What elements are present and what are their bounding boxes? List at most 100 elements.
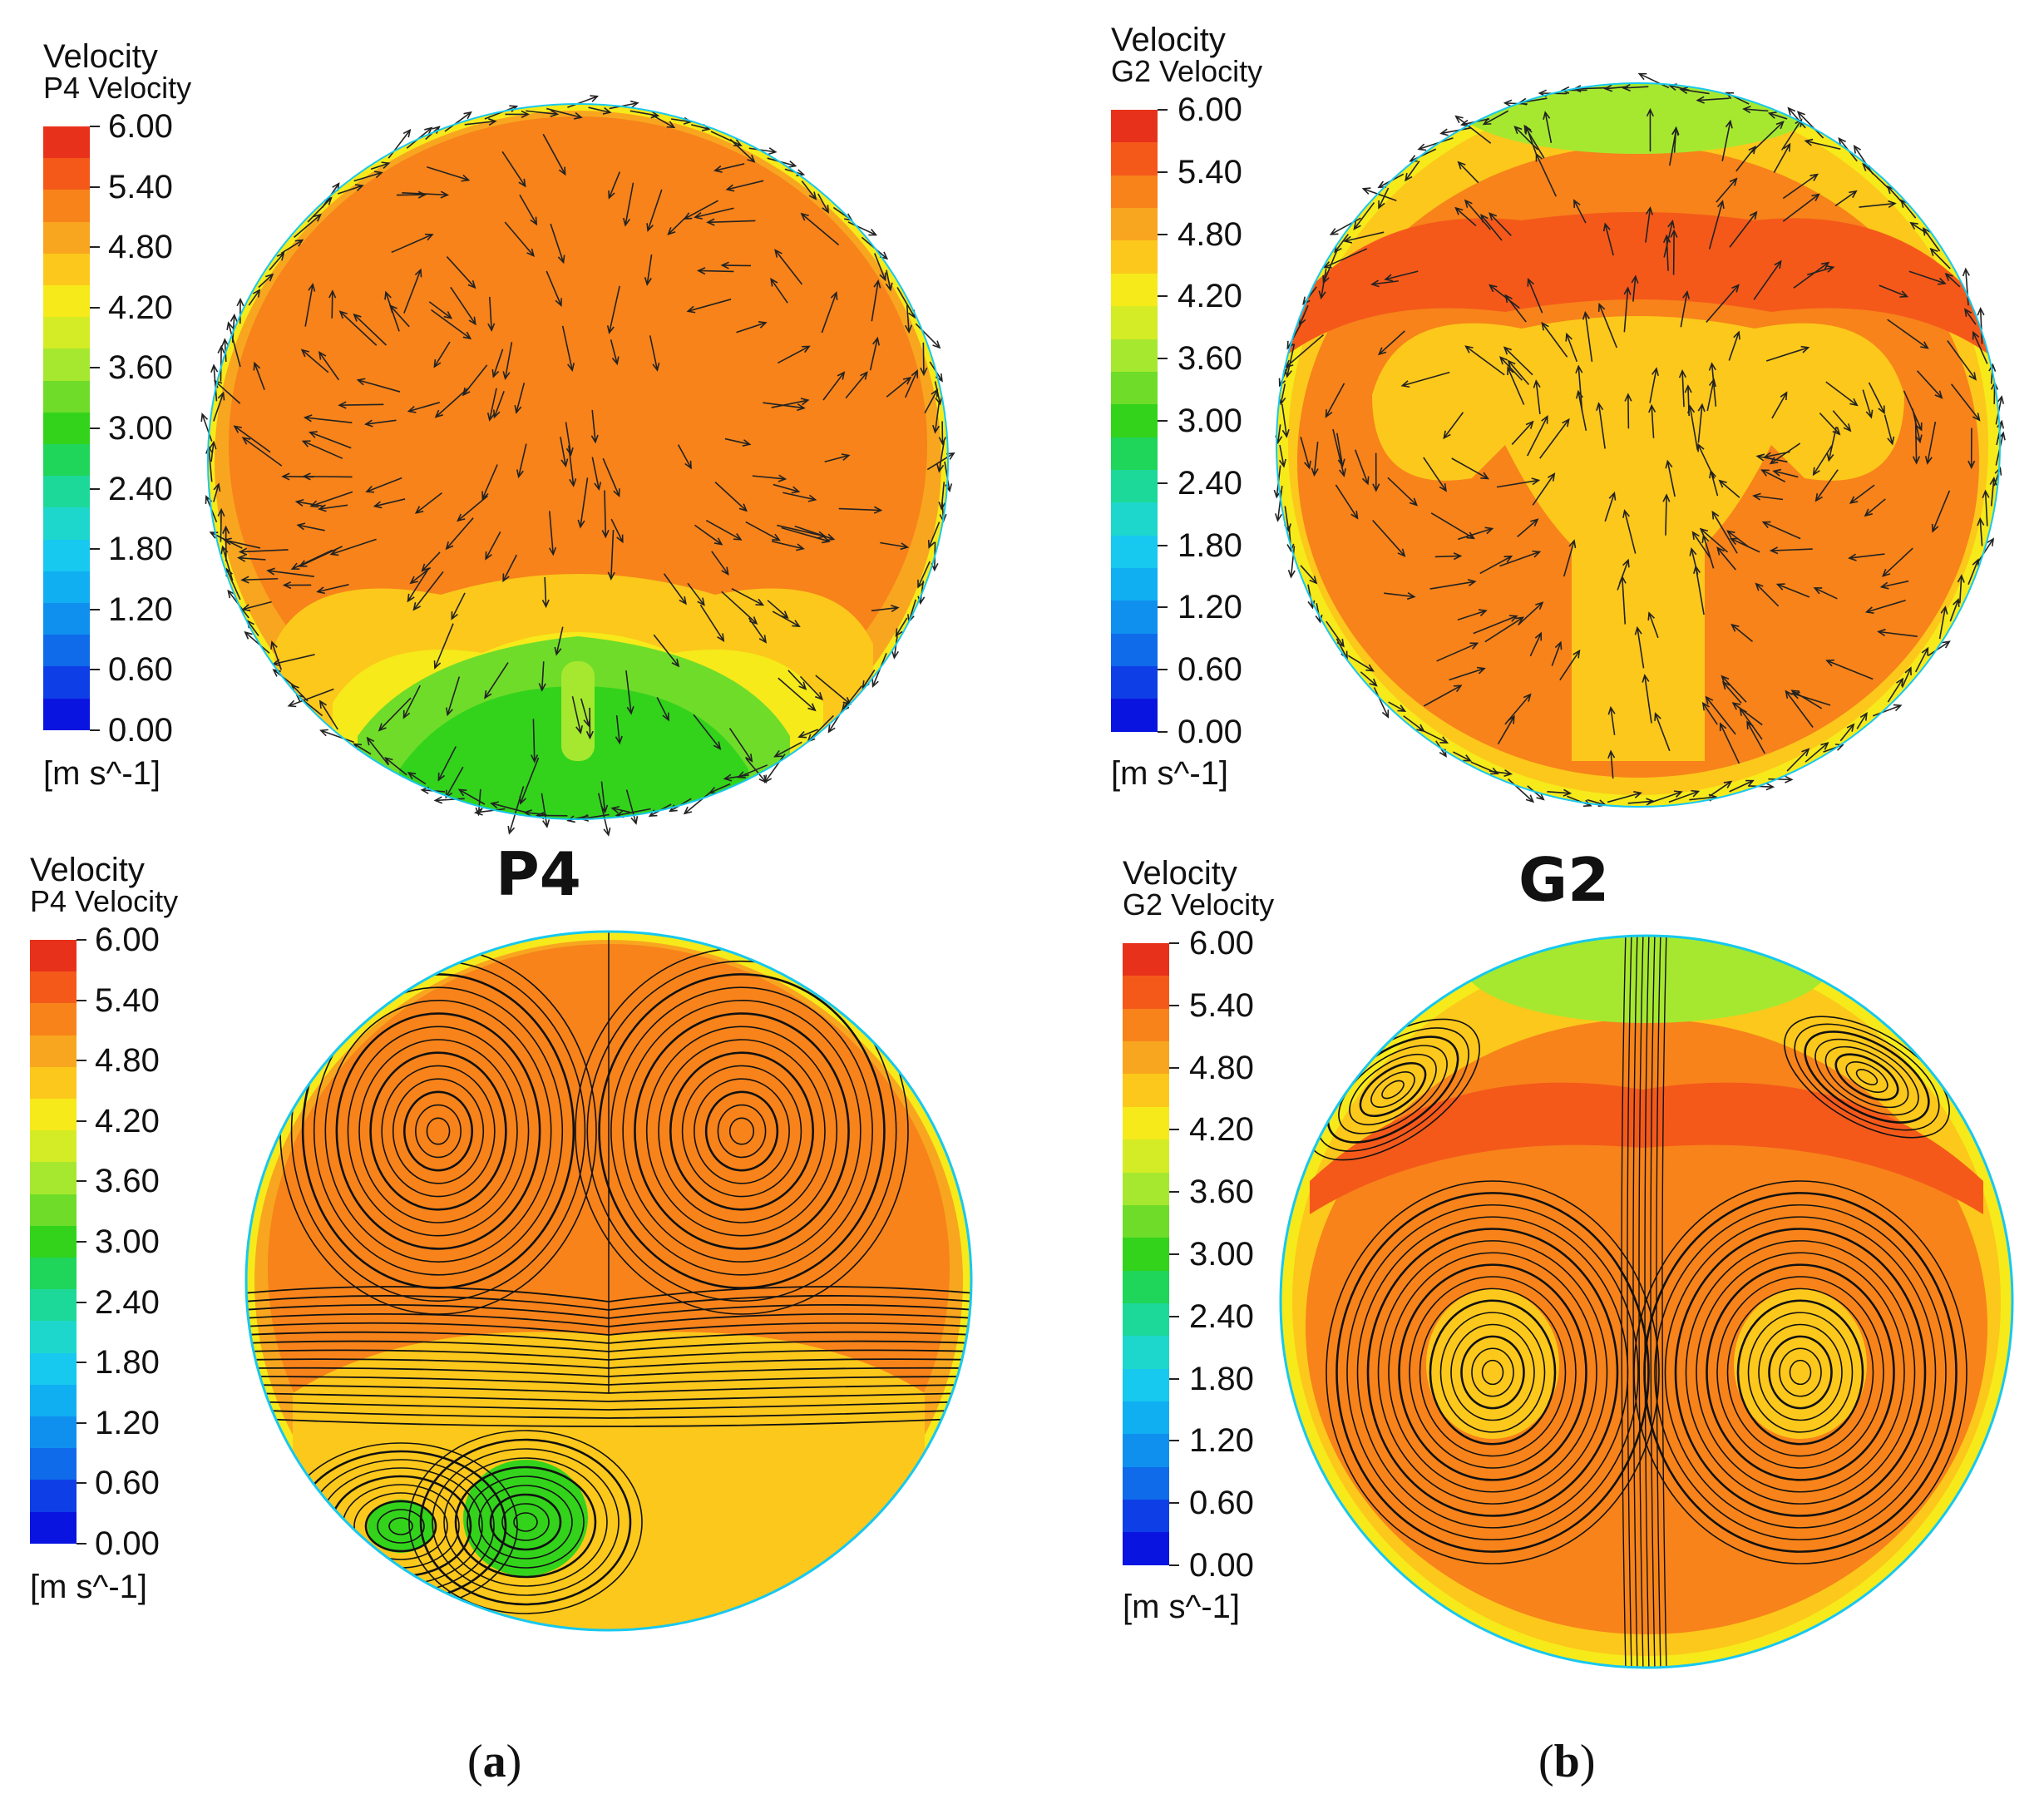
streamline (381, 1065, 496, 1198)
arrow-head (1284, 368, 1292, 378)
arrow-head (1648, 403, 1656, 413)
arrow-head (1849, 190, 1858, 199)
velocity-arrow (1627, 800, 1654, 804)
streamline (1656, 936, 1661, 1668)
streamline (1643, 1192, 1958, 1553)
arrow-head (1409, 155, 1418, 162)
arrow-head (1783, 142, 1791, 152)
arrow-head (1809, 173, 1819, 181)
arrow-head (1689, 546, 1697, 556)
arrow-head (236, 297, 244, 307)
color-bar-segment (1111, 601, 1158, 634)
arrow-head (1274, 513, 1283, 522)
arrow-head (733, 533, 743, 541)
legend-unit: [m s^-1] (30, 1569, 147, 1605)
velocity-arrow (728, 728, 753, 762)
arrow-head (873, 279, 881, 289)
legend-tick-mark (1169, 1315, 1179, 1317)
streamline (1644, 936, 1650, 1668)
velocity-arrow (778, 345, 810, 364)
arrow-head (817, 531, 827, 539)
streamline (1346, 1204, 1639, 1541)
velocity-arrow (1654, 713, 1671, 752)
streamline (1359, 1061, 1427, 1118)
velocity-arrow (1697, 404, 1703, 443)
velocity-arrow (238, 556, 266, 561)
legend-tick-label: 3.60 (108, 349, 173, 387)
velocity-arrow (842, 685, 863, 711)
velocity-arrow (1958, 576, 1963, 604)
arrow-head (662, 712, 669, 722)
arrow-head (1755, 582, 1764, 591)
arrow-head (1671, 126, 1680, 136)
velocity-arrow (303, 440, 343, 459)
arrow-head (1701, 701, 1711, 711)
velocity-arrow (787, 670, 807, 690)
velocity-arrow (307, 197, 332, 223)
streamline (324, 1000, 552, 1263)
streamline (489, 1493, 562, 1551)
velocity-arrow (1916, 370, 1943, 398)
panel-label-a: (a) (467, 1738, 521, 1785)
legend-tick-label: 5.40 (1178, 153, 1242, 190)
arrow-head (402, 128, 412, 138)
velocity-arrow (1353, 202, 1375, 230)
color-bar-segment (43, 158, 90, 190)
arrow-head (1774, 259, 1782, 269)
velocity-arrow (571, 696, 582, 734)
velocity-arrow (318, 504, 348, 510)
arrow-head (1535, 601, 1544, 610)
arrow-head (222, 525, 230, 534)
arrow-head (1530, 518, 1539, 527)
velocity-arrow (434, 623, 454, 669)
arrow-head (763, 774, 773, 783)
arrow-head (558, 166, 566, 176)
legend-tick-mark (1169, 1004, 1179, 1006)
arrow-head (301, 440, 311, 447)
velocity-arrow (1539, 418, 1570, 459)
arrow-head (1849, 398, 1859, 407)
arrow-head (1384, 274, 1394, 282)
arrow-head (706, 218, 715, 226)
velocity-arrow (555, 626, 564, 655)
legend-tick-mark (77, 1241, 86, 1243)
velocity-arrow (1508, 778, 1534, 803)
legend-tick-label: 3.00 (1189, 1236, 1254, 1273)
arrow-head (644, 277, 652, 286)
velocity-arrow (1455, 116, 1492, 144)
velocity-arrow (1363, 188, 1397, 202)
streamline (246, 1409, 971, 1419)
arrow-head (1997, 395, 2005, 404)
streamline (1366, 1228, 1619, 1517)
velocity-arrow (1623, 86, 1649, 89)
velocity-arrow (1449, 667, 1485, 681)
velocity-arrow (1423, 685, 1462, 707)
velocity-arrow (546, 270, 562, 306)
velocity-arrow (1410, 148, 1437, 162)
velocity-arrow (493, 391, 505, 418)
legend-tick-mark (1158, 606, 1168, 609)
legend-tick-label: 4.80 (95, 1042, 160, 1080)
arrow-head (1749, 210, 1758, 220)
velocity-arrow (1914, 419, 1918, 463)
arrow-head (1311, 467, 1319, 477)
velocity-arrow (541, 661, 545, 690)
legend-tick-mark (90, 608, 100, 610)
velocity-arrow (798, 729, 819, 738)
legend-tick-mark (77, 939, 86, 941)
velocity-arrow (684, 791, 712, 814)
velocity-arrow (1864, 498, 1886, 517)
velocity-arrow (1777, 583, 1810, 598)
arrow-head (217, 344, 225, 354)
arrow-head (1597, 303, 1606, 312)
arrow-head (461, 174, 471, 182)
contour-core (1372, 316, 1904, 761)
arrow-head (577, 519, 585, 529)
velocity-arrow (242, 577, 279, 581)
arrow-head (1525, 794, 1535, 803)
velocity-arrow (1780, 119, 1803, 151)
legend-tick-label: 5.40 (1189, 986, 1254, 1024)
arrow-head (1888, 200, 1897, 208)
velocity-arrow (1773, 470, 1799, 478)
arrow-head (270, 640, 278, 650)
